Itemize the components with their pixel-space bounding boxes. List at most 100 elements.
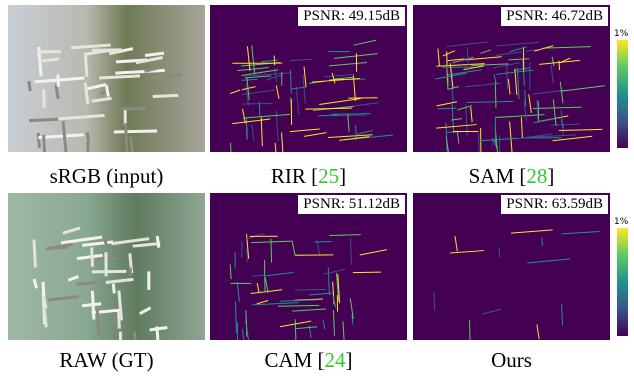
texture-line <box>88 142 89 152</box>
texture-line <box>106 279 134 282</box>
psnr-label: PSNR: 63.59dB <box>501 195 608 214</box>
texture-line <box>355 103 378 106</box>
texture-line <box>61 237 102 243</box>
texture-line <box>274 55 275 65</box>
texture-line <box>521 117 522 138</box>
texture-line <box>437 102 457 106</box>
texture-line <box>304 67 306 87</box>
texture-line <box>329 63 367 66</box>
texture-line <box>463 66 483 70</box>
texture-line <box>534 46 553 51</box>
caption: SAM [28] <box>413 164 610 189</box>
texture-line <box>542 238 543 246</box>
texture-line <box>333 310 334 336</box>
colorbar <box>617 228 628 336</box>
texture-line <box>292 309 326 311</box>
bracket: ] <box>346 348 353 372</box>
texture-line <box>559 129 602 130</box>
texture-line <box>324 74 354 77</box>
texture-line <box>252 125 254 142</box>
texture-line <box>92 247 93 266</box>
texture-line <box>319 99 360 105</box>
texture-line <box>140 308 151 314</box>
texture-line <box>85 83 88 104</box>
texture-line <box>252 45 255 74</box>
texture-line <box>533 90 565 94</box>
texture-line <box>508 79 510 94</box>
texture-line <box>471 107 472 122</box>
caption-text: Ours <box>491 348 532 372</box>
texture-line <box>507 63 508 89</box>
texture-line <box>495 82 496 108</box>
texture-line <box>562 304 563 325</box>
texture-line <box>537 324 539 339</box>
texture-line <box>44 135 45 152</box>
texture-line <box>553 99 556 125</box>
texture-line <box>296 86 298 114</box>
texture-line <box>92 98 112 101</box>
texture-line <box>295 319 296 340</box>
caption-text: sRGB (input) <box>50 164 164 188</box>
texture-line <box>34 279 36 288</box>
texture-line <box>119 311 120 328</box>
texture-line <box>257 283 259 292</box>
texture-line <box>533 107 582 108</box>
psnr-label: PSNR: 49.15dB <box>298 7 405 26</box>
texture-line <box>106 85 108 96</box>
caption-text: SAM <box>469 164 515 188</box>
texture-line <box>351 238 352 265</box>
texture-line <box>104 237 106 246</box>
bracket: ] <box>339 164 346 188</box>
texture-line <box>276 85 279 98</box>
texture-line <box>560 82 563 103</box>
texture-line <box>353 40 376 45</box>
texture-line <box>282 132 284 152</box>
texture-line <box>38 133 39 148</box>
texture-line <box>49 247 68 248</box>
texture-line <box>230 143 231 152</box>
texture-line <box>348 114 349 132</box>
texture-line <box>130 136 133 152</box>
texture-line <box>450 251 484 253</box>
caption: Ours <box>413 348 610 373</box>
texture-line <box>251 290 283 294</box>
texture-line <box>295 289 326 290</box>
texture-line <box>457 131 459 144</box>
texture-line <box>63 228 80 233</box>
texture-line <box>242 109 245 124</box>
texture-line <box>467 101 514 102</box>
texture-line <box>97 309 99 336</box>
texture-line <box>242 329 244 340</box>
colorbar <box>617 40 628 148</box>
texture-line <box>39 59 59 61</box>
texture <box>210 5 407 152</box>
texture-line <box>438 108 457 109</box>
texture-line <box>262 60 279 62</box>
texture-line <box>85 53 87 77</box>
texture-line <box>496 50 537 56</box>
texture-line <box>266 75 282 81</box>
texture-line <box>237 282 239 302</box>
texture-line <box>68 276 78 280</box>
texture-line <box>115 70 164 73</box>
texture-line <box>455 236 457 251</box>
texture <box>413 5 610 152</box>
caption: RAW (GT) <box>8 348 205 373</box>
texture-line <box>261 117 262 146</box>
texture-line <box>290 129 320 132</box>
texture-line <box>87 84 106 88</box>
texture-line <box>247 46 250 70</box>
texture-line <box>561 86 605 91</box>
texture-line <box>482 309 501 314</box>
texture-line <box>152 75 182 78</box>
texture-line <box>295 327 317 329</box>
caption-text: RIR <box>271 164 306 188</box>
texture-line <box>447 70 481 75</box>
texture-line <box>527 259 570 263</box>
texture-line <box>145 53 164 55</box>
texture <box>8 5 205 152</box>
texture-line <box>328 267 329 295</box>
texture-line <box>92 271 127 272</box>
texture-line <box>480 138 518 141</box>
texture-line <box>230 90 240 94</box>
